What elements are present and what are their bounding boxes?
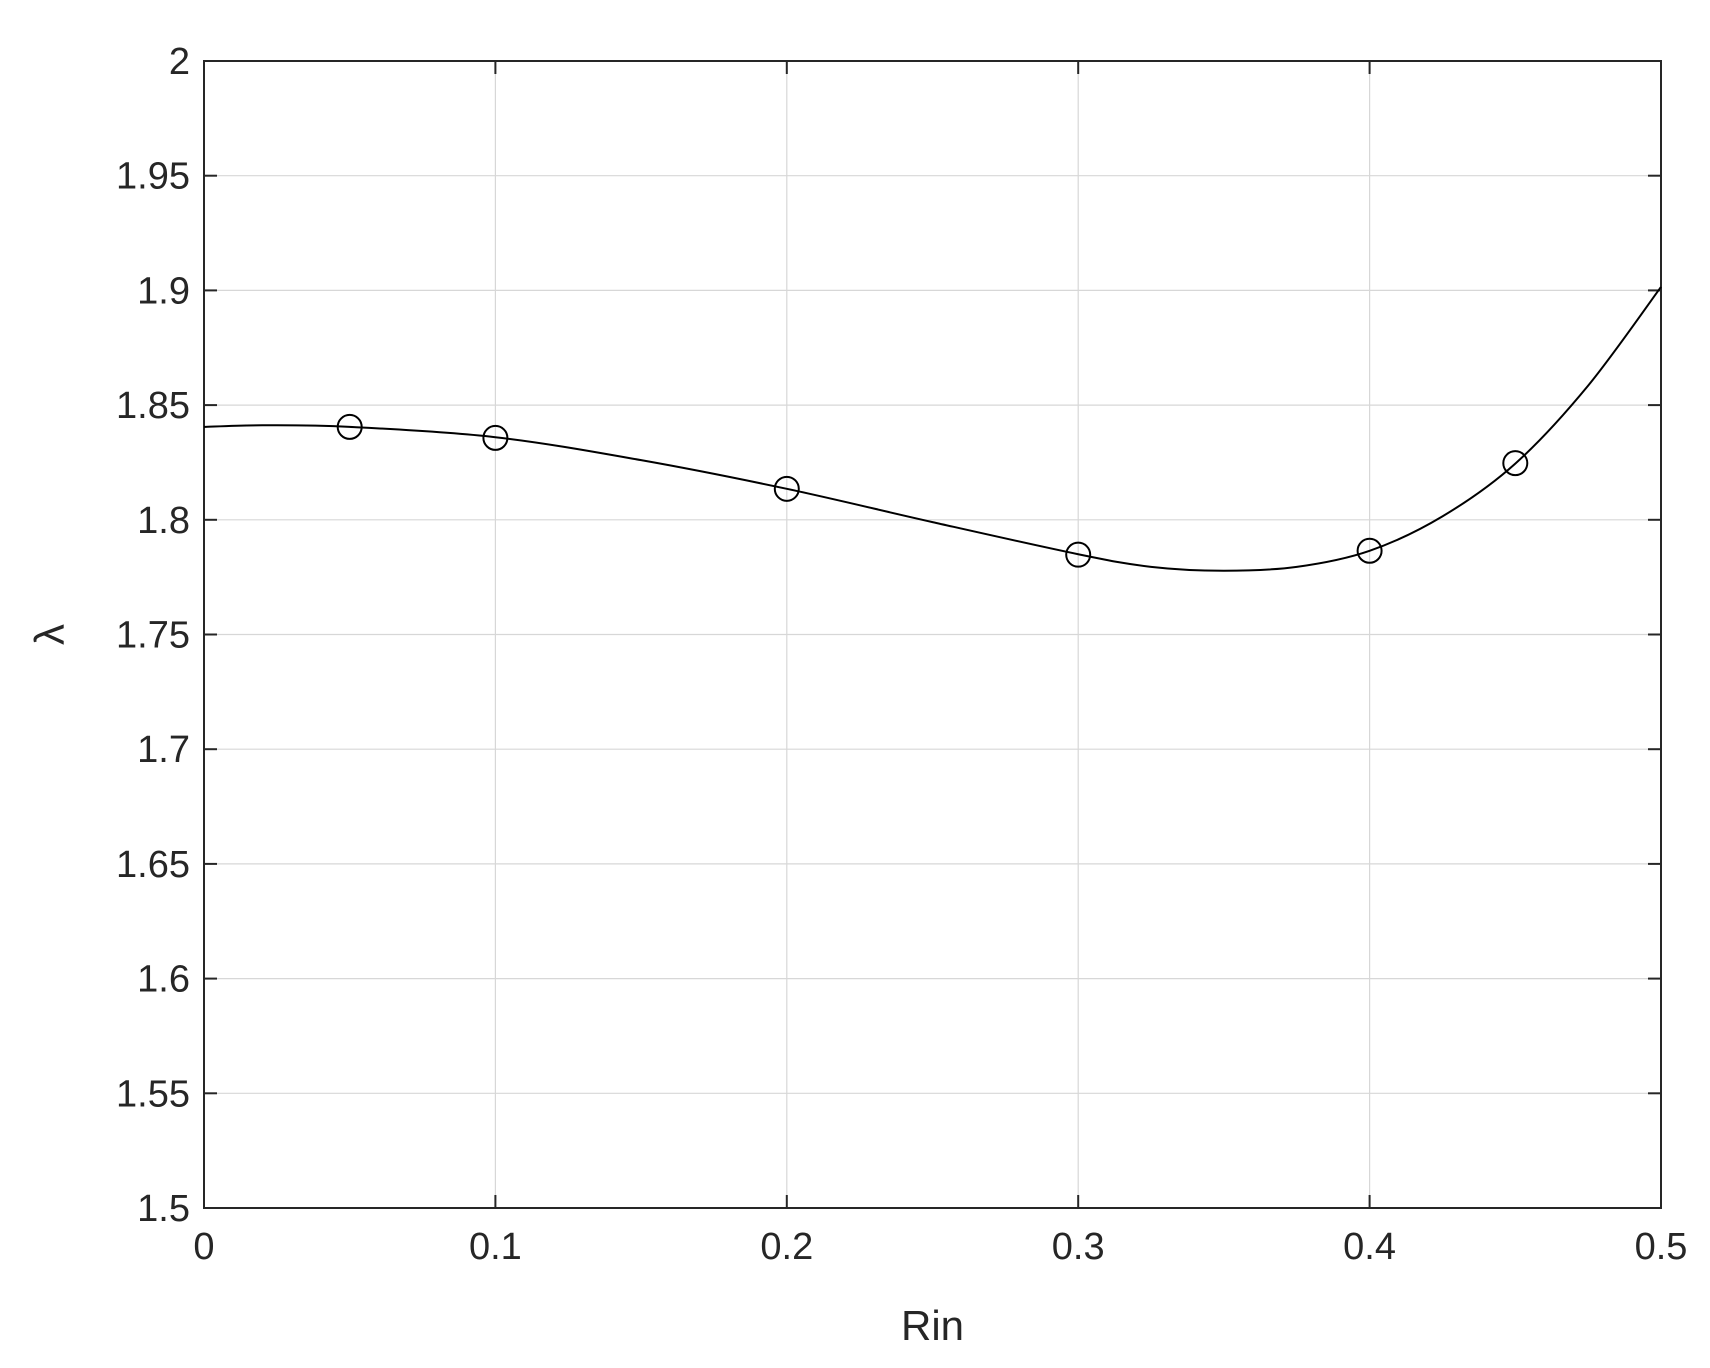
x-tick-label: 0.3 (1052, 1226, 1105, 1268)
y-tick-label: 1.7 (137, 729, 190, 771)
data-series (203, 286, 1662, 572)
y-tick-label: 1.55 (116, 1073, 190, 1115)
y-tick-label: 1.5 (137, 1188, 190, 1230)
y-axis-tick-labels: 1.5 1.55 1.6 1.65 1.7 1.75 1.8 1.85 1.9 1.95 2 (116, 41, 190, 1230)
y-tick-label: 1.8 (137, 500, 190, 542)
y-tick-label: 1.9 (137, 270, 190, 312)
data-point-marker (773, 475, 800, 502)
y-axis-label: λ (26, 624, 73, 645)
y-tick-label: 1.6 (137, 959, 190, 1001)
y-tick-label: 1.65 (116, 844, 190, 886)
fitted-curve (203, 286, 1662, 572)
y-tick-label: 2 (169, 41, 190, 83)
data-point-marker (1356, 537, 1383, 564)
y-tick-label: 1.75 (116, 615, 190, 657)
x-tick-label: 0 (193, 1226, 214, 1268)
plot-area-frame (203, 60, 1662, 1209)
y-tick-label: 1.95 (116, 156, 190, 198)
x-axis-tick-labels: 0 0.1 0.2 0.3 0.4 0.5 (193, 1226, 1687, 1268)
y-tick-label: 1.85 (116, 385, 190, 427)
x-tick-label: 0.5 (1635, 1226, 1688, 1268)
x-tick-label: 0.2 (760, 1226, 813, 1268)
x-axis-label: Rin (901, 1302, 964, 1349)
data-point-marker (1502, 450, 1529, 477)
data-point-marker (1065, 541, 1092, 568)
x-tick-label: 0.4 (1343, 1226, 1396, 1268)
x-tick-label: 0.1 (469, 1226, 522, 1268)
